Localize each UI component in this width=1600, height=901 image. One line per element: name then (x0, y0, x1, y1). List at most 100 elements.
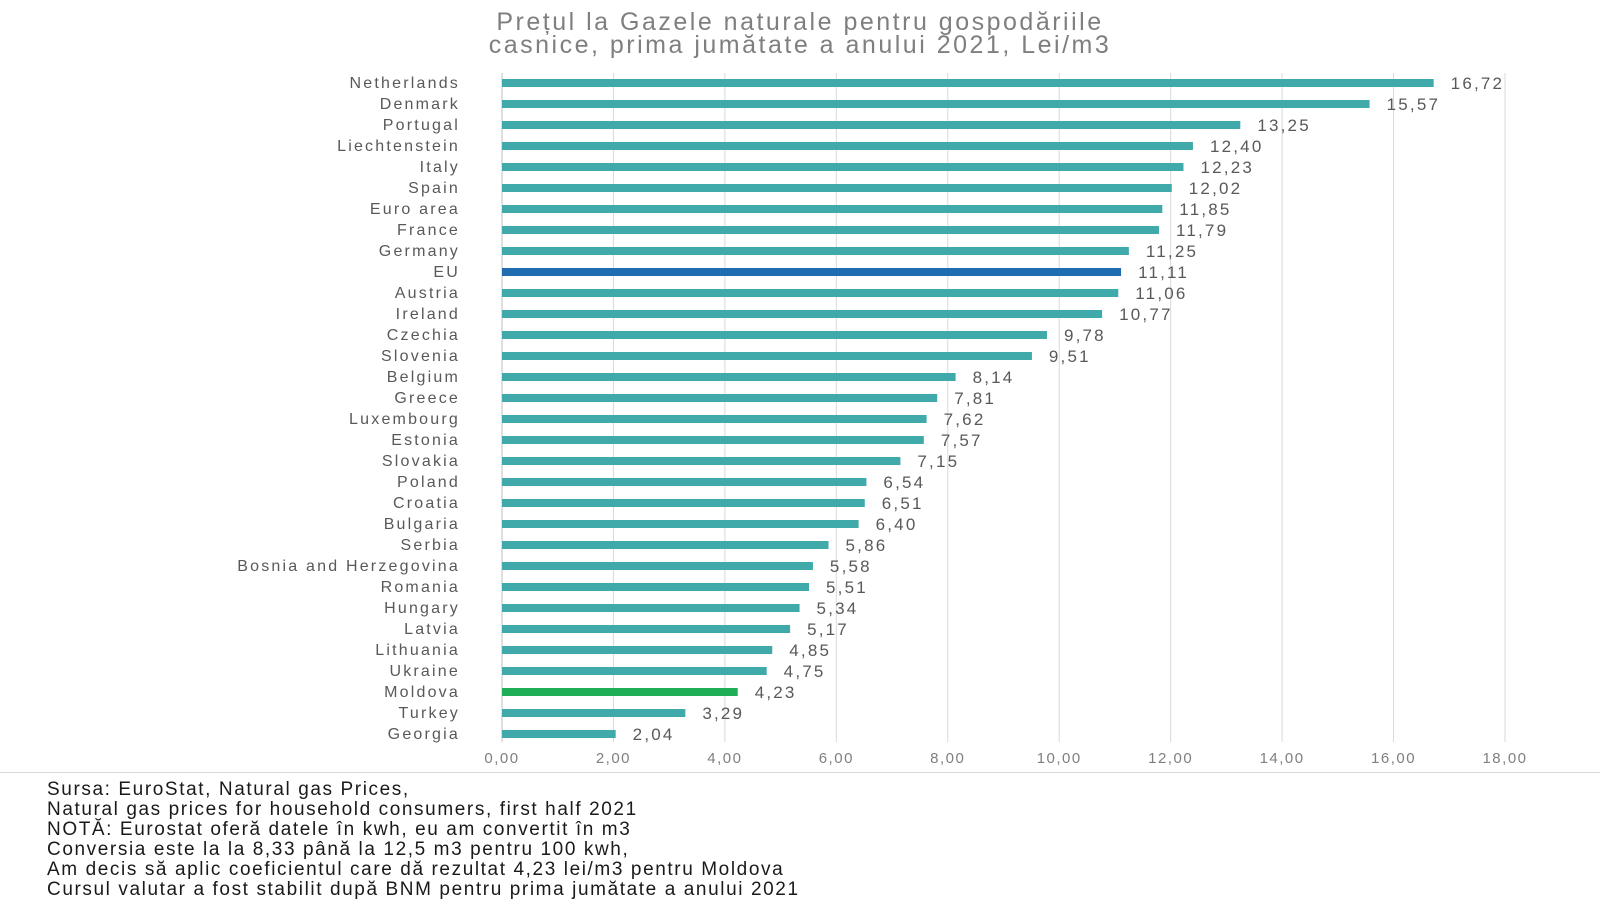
bar-turkey (502, 709, 686, 717)
chart-title-line-2: casnice, prima jumătate a anului 2021, L… (489, 31, 1112, 59)
value-label: 3,29 (702, 704, 744, 723)
category-label: Spain (408, 180, 460, 197)
value-label: 15,57 (1387, 95, 1441, 114)
value-label: 11,79 (1176, 221, 1228, 240)
category-label: Czechia (387, 327, 460, 344)
bar-ukraine (502, 667, 767, 675)
x-tick-label: 10,00 (1037, 750, 1082, 767)
bar-slovenia (502, 352, 1032, 360)
bar-estonia (502, 436, 924, 444)
footer-line-source: Sursa: EuroStat, Natural gas Prices, (47, 779, 410, 800)
bar-france (502, 226, 1159, 234)
value-label: 12,02 (1189, 179, 1243, 198)
bar-ireland (502, 310, 1103, 318)
bar-bosnia-and-herzegovina (502, 562, 813, 570)
value-label: 9,78 (1064, 326, 1106, 345)
category-label: Ireland (396, 306, 460, 323)
value-label: 16,72 (1451, 74, 1505, 93)
gridlines (501, 73, 1506, 742)
category-label: France (397, 222, 460, 239)
x-tick-label: 6,00 (819, 750, 854, 767)
value-label: 6,51 (882, 494, 924, 513)
category-label: Estonia (391, 432, 460, 449)
value-label: 4,85 (789, 641, 831, 660)
category-label: Latvia (404, 621, 460, 638)
bar-latvia (502, 625, 791, 633)
category-label: Hungary (384, 600, 460, 617)
value-label: 5,34 (817, 599, 859, 618)
bar-euro-area (502, 205, 1163, 213)
value-label: 4,75 (784, 662, 826, 681)
value-label: 7,81 (954, 389, 996, 408)
category-label: Ukraine (389, 663, 460, 680)
footer-line-conversion: Conversia este la la 8,33 până la 12,5 m… (47, 839, 630, 860)
category-label: EU (433, 264, 460, 281)
category-label: Turkey (398, 705, 460, 722)
bar-greece (502, 394, 938, 402)
x-tick-label: 0,00 (484, 750, 519, 767)
x-tick-label: 4,00 (707, 750, 742, 767)
source-note: Sursa: EuroStat, Natural gas Prices, Nat… (0, 772, 1600, 901)
value-label: 5,17 (807, 620, 849, 639)
category-label: Bulgaria (384, 516, 460, 533)
category-label: Croatia (393, 495, 460, 512)
value-label: 11,85 (1179, 200, 1231, 219)
bar-spain (502, 184, 1172, 192)
bar-liechtenstein (502, 142, 1193, 150)
bar-bulgaria (502, 520, 859, 528)
value-label: 2,04 (633, 725, 675, 744)
category-label: Belgium (387, 369, 460, 386)
value-label: 4,23 (755, 683, 797, 702)
bar-romania (502, 583, 810, 591)
labels: 0,00 2,00 4,00 6,00 8,00 10,00 12,00 14,00 16,00… (237, 74, 1527, 767)
category-label: Netherlands (350, 75, 460, 92)
value-label: 12,23 (1200, 158, 1254, 177)
bar-luxembourg (502, 415, 927, 423)
x-tick-label: 14,00 (1260, 750, 1305, 767)
category-label: Luxembourg (349, 411, 460, 428)
bar-netherlands (502, 79, 1434, 87)
category-label: Italy (420, 159, 460, 176)
bar-moldova (502, 688, 738, 696)
x-tick-label: 2,00 (596, 750, 631, 767)
category-label: Slovenia (381, 348, 460, 365)
value-label: 10,77 (1119, 305, 1173, 324)
category-label: Bosnia and Herzegovina (237, 558, 460, 575)
value-label: 7,62 (944, 410, 986, 429)
value-label: 9,51 (1049, 347, 1091, 366)
bar-eu (502, 268, 1122, 276)
category-label: Greece (394, 390, 460, 407)
bar-austria (502, 289, 1119, 297)
category-label: Georgia (388, 726, 460, 743)
chart-panel: Prețul la Gazele naturale pentru gospodă… (237, 8, 1527, 767)
bar-portugal (502, 121, 1241, 129)
bar-germany (502, 247, 1129, 255)
value-label: 5,58 (830, 557, 872, 576)
bar-croatia (502, 499, 865, 507)
bar-belgium (502, 373, 956, 381)
footer-line-note: NOTĂ: Eurostat oferă datele în kwh, eu a… (47, 819, 632, 840)
bar-czechia (502, 331, 1047, 339)
footer-line-coefficient: Am decis să aplic coeficientul care dă r… (47, 859, 785, 880)
category-label: Serbia (401, 537, 460, 554)
value-label: 8,14 (973, 368, 1015, 387)
category-label: Poland (397, 474, 460, 491)
value-label: 6,40 (876, 515, 918, 534)
value-label: 11,25 (1146, 242, 1198, 261)
x-tick-label: 8,00 (930, 750, 965, 767)
category-label: Liechtenstein (337, 138, 460, 155)
x-tick-label: 18,00 (1482, 750, 1527, 767)
category-label: Germany (379, 243, 460, 260)
x-tick-label: 12,00 (1148, 750, 1193, 767)
value-label: 11,06 (1135, 284, 1187, 303)
value-label: 5,51 (826, 578, 868, 597)
bar-lithuania (502, 646, 773, 654)
value-label: 7,15 (917, 452, 959, 471)
bar-slovakia (502, 457, 901, 465)
category-label: Lithuania (375, 642, 460, 659)
bars (502, 79, 1434, 738)
value-label: 13,25 (1257, 116, 1311, 135)
bar-georgia (502, 730, 616, 738)
value-label: 12,40 (1210, 137, 1264, 156)
value-label: 7,57 (941, 431, 983, 450)
